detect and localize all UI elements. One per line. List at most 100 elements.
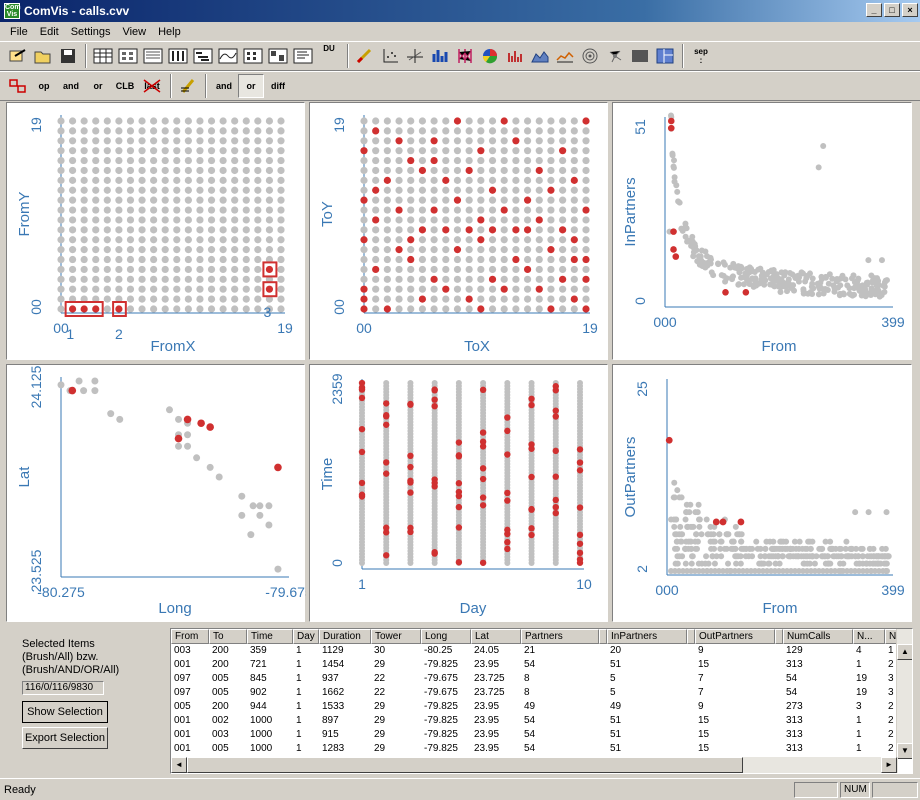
column-header[interactable]: From [171,629,209,644]
menu-edit[interactable]: Edit [39,25,59,38]
plot-from-inpartners[interactable]: 000 399 From 51 0 InPartners [612,102,912,360]
scroll-thumb[interactable] [187,757,743,773]
area-chart-icon[interactable] [528,44,552,68]
table-cell [599,686,607,700]
column-header[interactable]: Time [247,629,293,644]
column-header[interactable] [775,629,783,644]
table-row[interactable]: 005 200 944 1 1533 29 -79.825 23.95 49 49 9 273 3 2 [171,700,905,714]
export-selection-button[interactable]: Export Selection [22,727,108,749]
column-header[interactable]: Long [421,629,471,644]
scatter-matrix-icon[interactable] [116,44,140,68]
horizontal-scrollbar[interactable]: ◄ ► [171,757,898,773]
column-header[interactable]: Lat [471,629,521,644]
timeline-view-icon[interactable] [191,44,215,68]
data-point [173,285,181,293]
plot-area: 00 19 FromX 19 00 FromY 1 2 3 00 19 ToX 19 00 ToY 000… [6,102,914,622]
open-folder-icon[interactable] [31,44,55,68]
table-row[interactable]: 001 002 1000 1 897 29 -79.825 23.95 54 51 15 313 1 2 [171,714,905,728]
or-mode-button[interactable]: or [238,74,264,98]
table-row[interactable]: 003 200 359 1 1129 30 -80.25 24.05 21 20 9 129 4 1 [171,644,905,658]
data-point [80,387,88,395]
parallel-coords-icon[interactable] [453,44,477,68]
table-cell [599,672,607,686]
bars-view-icon[interactable] [166,44,190,68]
plot-day-time[interactable]: 1 10 Day 2359 0 Time [309,364,608,622]
network-icon[interactable] [603,44,627,68]
table-view-icon[interactable] [91,44,115,68]
column-header[interactable]: Duration [319,629,371,644]
radial-icon[interactable] [578,44,602,68]
column-header[interactable]: To [209,629,247,644]
column-header[interactable]: InPartners [607,629,687,644]
data-point [547,275,555,283]
menu-view[interactable]: View [122,25,147,38]
rect-select-icon[interactable] [6,74,30,98]
menu-settings[interactable]: Settings [70,25,111,38]
line-chart-icon[interactable] [553,44,577,68]
table-row[interactable]: 001 005 1000 1 1283 29 -79.825 23.95 54 51 15 313 1 2 [171,742,905,756]
diff-mode-button[interactable]: diff [271,81,285,91]
vertical-scrollbar[interactable]: ▲ ▼ [896,629,912,759]
close-button[interactable]: × [902,3,918,17]
table-row[interactable]: 001 200 721 1 1454 29 -79.825 23.95 54 51 15 313 1 2 [171,658,905,672]
table-row[interactable]: 097 005 845 1 937 22 -79.675 23.725 8 5 7 54 19 3 [171,672,905,686]
map-view-icon[interactable] [628,44,652,68]
menu-help[interactable]: Help [158,25,181,38]
clb-button[interactable]: CLB [115,81,135,91]
plot-tox-toy[interactable]: 00 19 ToX 19 00 ToY [309,102,608,360]
show-selection-button[interactable]: Show Selection [22,701,108,723]
du-view-icon[interactable]: DU [323,44,335,53]
column-header[interactable]: Tower [371,629,421,644]
column-header[interactable]: Day [293,629,319,644]
data-point [477,127,485,135]
plot-from-outpartners[interactable]: 000 399 From 25 2 OutPartners [612,364,912,622]
op-button[interactable]: op [38,81,50,91]
column-header[interactable] [599,629,607,644]
maximize-button[interactable]: □ [884,3,900,17]
table-row[interactable]: 097 005 902 1 1662 22 -79.675 23.725 8 5 7 54 19 3 [171,686,905,700]
table-header: From To Time Day Duration Tower Long Lat Partner… [171,629,905,644]
data-point [465,275,473,283]
data-point [219,216,227,224]
lines-view-icon[interactable] [291,44,315,68]
plot-long-lat[interactable]: -80.275 -79.675 Long 24.125 23.525 Lat [6,364,306,622]
grid-view-icon[interactable] [241,44,265,68]
matrix-view-icon[interactable] [266,44,290,68]
plot-fromx-fromy[interactable]: 00 19 FromX 19 00 FromY 1 2 3 [6,102,305,360]
x-min-tick: 000 [655,582,679,598]
scroll-down-icon[interactable]: ▼ [897,743,912,759]
and-mode-button[interactable]: and [215,81,232,91]
bar-chart-icon[interactable] [428,44,452,68]
data-point [570,216,578,224]
data-point [184,275,192,283]
scroll-up-icon[interactable]: ▲ [897,644,912,660]
last-button[interactable]: last [139,74,165,98]
column-header[interactable] [687,629,695,644]
column-header[interactable]: OutPartners [695,629,775,644]
column-header[interactable]: N... [853,629,885,644]
column-header[interactable]: Partners [521,629,599,644]
scatter-plot-icon[interactable] [378,44,402,68]
table-row[interactable]: 001 003 1000 1 915 29 -79.825 23.95 54 51 15 313 1 2 [171,728,905,742]
axes-plot-icon[interactable] [403,44,427,68]
histogram-view-icon[interactable] [141,44,165,68]
pie-chart-icon[interactable] [478,44,502,68]
data-point [161,117,169,125]
and-button[interactable]: and [62,81,79,91]
data-point [238,492,246,500]
scroll-right-icon[interactable]: ► [881,757,897,773]
brush-selection-icon[interactable] [176,74,200,98]
menu-file[interactable]: File [10,25,28,38]
scroll-left-icon[interactable]: ◄ [171,757,187,773]
minimize-button[interactable]: _ [866,3,882,17]
histogram-icon[interactable] [503,44,527,68]
curve-view-icon[interactable] [216,44,240,68]
brush-icon[interactable] [353,44,377,68]
column-header[interactable]: NumCalls [783,629,853,644]
treemap-icon[interactable] [653,44,677,68]
open-data-icon[interactable] [6,44,30,68]
save-icon[interactable] [56,44,80,68]
or-button[interactable]: or [93,81,103,91]
sep-toggle-icon[interactable]: sep: [694,47,708,65]
data-point [207,265,216,274]
